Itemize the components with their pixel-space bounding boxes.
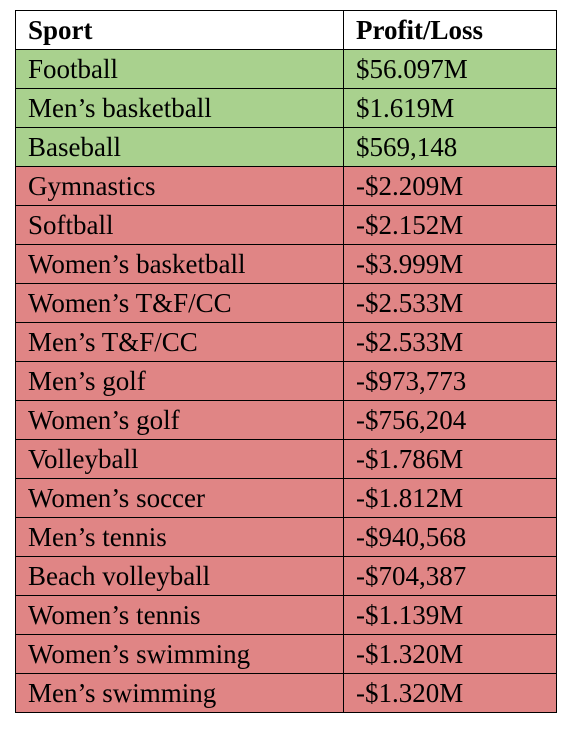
table-row: Women’s soccer -$1.812M bbox=[15, 478, 557, 518]
table-row: Gymnastics -$2.209M bbox=[15, 166, 557, 206]
profit-cell: -$2.152M bbox=[343, 205, 557, 245]
profit-cell: -$704,387 bbox=[343, 556, 557, 596]
header-cell: Sport bbox=[15, 10, 344, 50]
table-row: Volleyball -$1.786M bbox=[15, 439, 557, 479]
table-row: Women’s swimming -$1.320M bbox=[15, 634, 557, 674]
sport-cell: Beach volleyball bbox=[15, 556, 344, 596]
profit-cell: -$2.533M bbox=[343, 322, 557, 362]
sport-cell: Men’s golf bbox=[15, 361, 344, 401]
header-row: Sport Profit/Loss bbox=[15, 10, 557, 50]
profit-cell: -$2.533M bbox=[343, 283, 557, 323]
table-row: Women’s T&F/CC -$2.533M bbox=[15, 283, 557, 323]
profit-cell: -$1.812M bbox=[343, 478, 557, 518]
sport-cell: Men’s swimming bbox=[15, 673, 344, 713]
table-row: Men’s swimming -$1.320M bbox=[15, 673, 557, 713]
sport-cell: Men’s T&F/CC bbox=[15, 322, 344, 362]
sport-cell: Softball bbox=[15, 205, 344, 245]
sport-cell: Women’s golf bbox=[15, 400, 344, 440]
profit-cell: -$1.320M bbox=[343, 673, 557, 713]
header-cell: Profit/Loss bbox=[343, 10, 557, 50]
sport-cell: Football bbox=[15, 49, 344, 89]
table-row: Men’s golf -$973,773 bbox=[15, 361, 557, 401]
profit-table: Sport Profit/Loss Football $56.097M Men’s b… bbox=[15, 10, 557, 713]
table-row: Baseball $569,148 bbox=[15, 127, 557, 167]
profit-cell: -$940,568 bbox=[343, 517, 557, 557]
profit-cell: -$1.786M bbox=[343, 439, 557, 479]
profit-cell: $56.097M bbox=[343, 49, 557, 89]
profit-cell: -$3.999M bbox=[343, 244, 557, 284]
sport-cell: Gymnastics bbox=[15, 166, 344, 206]
table-row: Football $56.097M bbox=[15, 49, 557, 89]
table-row: Softball -$2.152M bbox=[15, 205, 557, 245]
profit-cell: $1.619M bbox=[343, 88, 557, 128]
table-body: Football $56.097M Men’s basketball $1.619M B… bbox=[15, 49, 557, 713]
sport-cell: Women’s soccer bbox=[15, 478, 344, 518]
table-row: Women’s golf -$756,204 bbox=[15, 400, 557, 440]
profit-cell: -$1.320M bbox=[343, 634, 557, 674]
sport-cell: Men’s tennis bbox=[15, 517, 344, 557]
sport-cell: Volleyball bbox=[15, 439, 344, 479]
table-row: Women’s basketball -$3.999M bbox=[15, 244, 557, 284]
table-row: Men’s T&F/CC -$2.533M bbox=[15, 322, 557, 362]
sport-cell: Women’s swimming bbox=[15, 634, 344, 674]
profit-cell: -$2.209M bbox=[343, 166, 557, 206]
profit-cell: -$973,773 bbox=[343, 361, 557, 401]
sport-cell: Women’s T&F/CC bbox=[15, 283, 344, 323]
profit-cell: $569,148 bbox=[343, 127, 557, 167]
sport-cell: Baseball bbox=[15, 127, 344, 167]
sport-cell: Women’s basketball bbox=[15, 244, 344, 284]
table-row: Men’s basketball $1.619M bbox=[15, 88, 557, 128]
table-row: Beach volleyball -$704,387 bbox=[15, 556, 557, 596]
sport-cell: Men’s basketball bbox=[15, 88, 344, 128]
profit-cell: -$756,204 bbox=[343, 400, 557, 440]
table-row: Men’s tennis -$940,568 bbox=[15, 517, 557, 557]
profit-cell: -$1.139M bbox=[343, 595, 557, 635]
sport-cell: Women’s tennis bbox=[15, 595, 344, 635]
table-row: Women’s tennis -$1.139M bbox=[15, 595, 557, 635]
